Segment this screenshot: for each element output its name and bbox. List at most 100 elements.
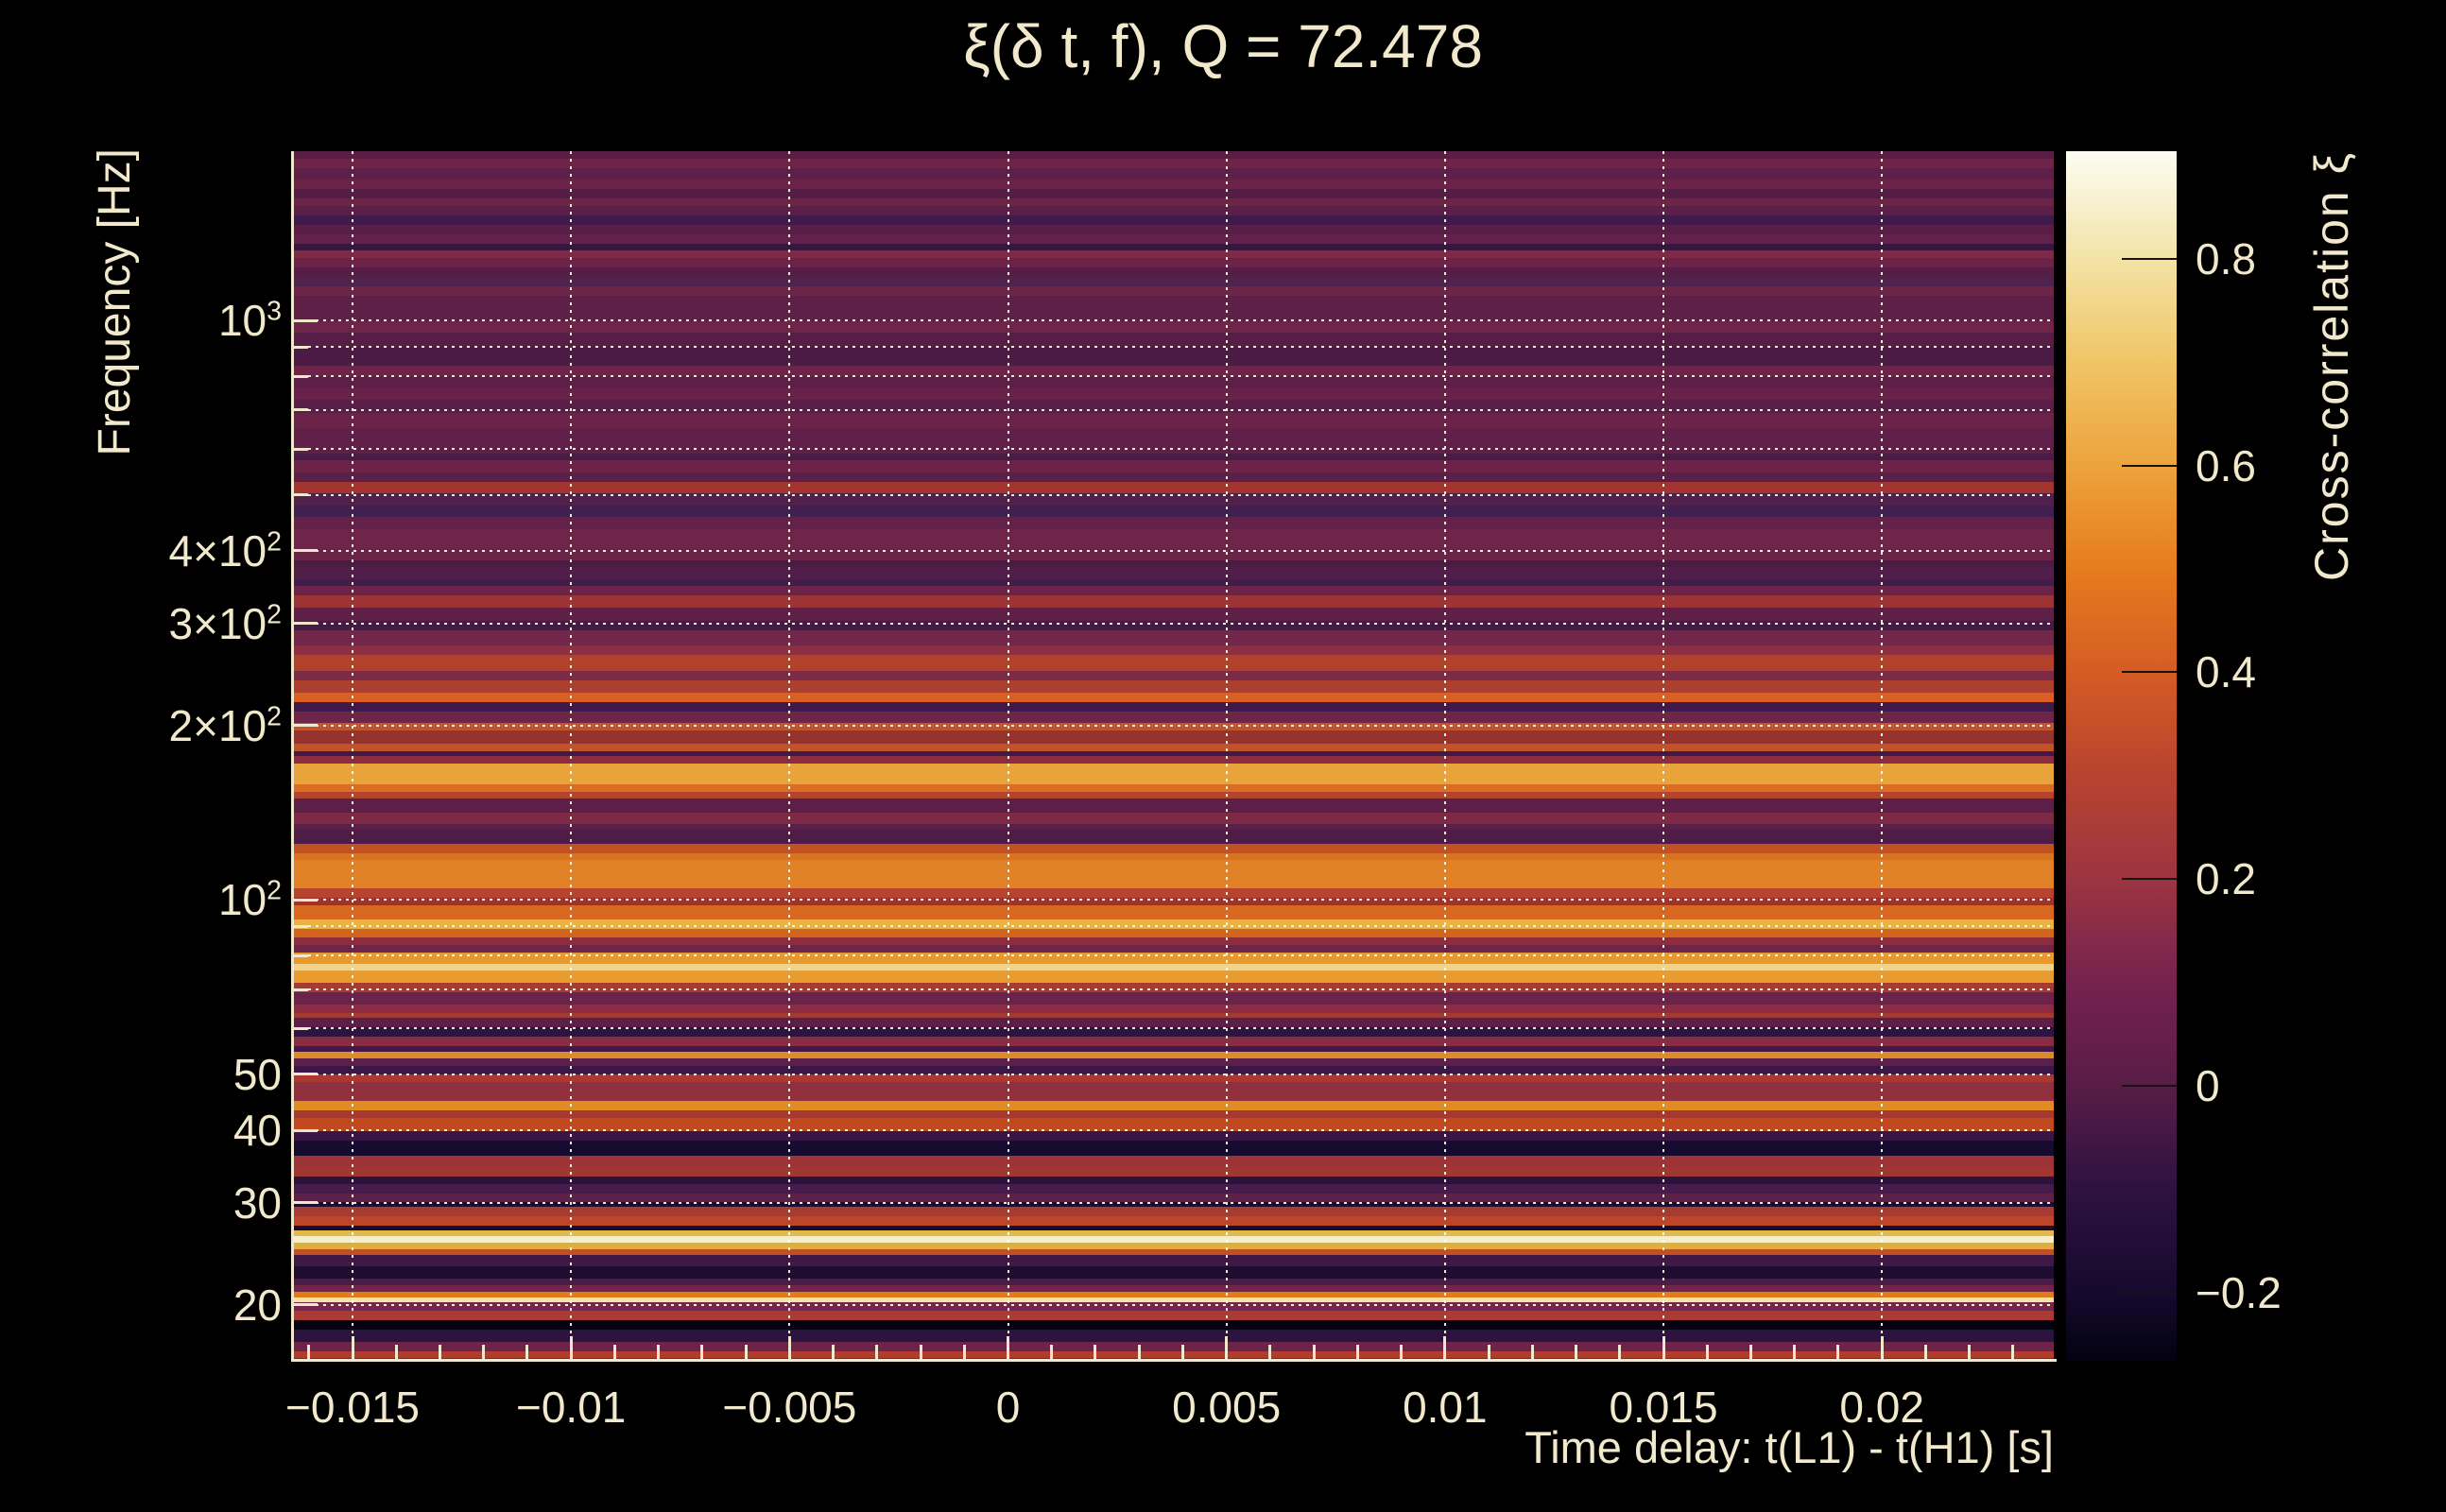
heatmap-band xyxy=(293,1302,2054,1311)
x-axis-title: Time delay: t(L1) - t(H1) [s] xyxy=(1524,1422,2054,1472)
x-minor-tick xyxy=(744,1345,748,1361)
y-minor-tick xyxy=(293,988,308,991)
heatmap-band xyxy=(293,1101,2054,1110)
h-gridline xyxy=(293,954,2054,957)
colorbar-title: Cross-correlation ξ xyxy=(2305,151,2358,581)
heatmap-band xyxy=(293,1266,2054,1279)
x-minor-tick xyxy=(612,1345,616,1361)
heatmap-band xyxy=(293,258,2054,267)
h-gridline xyxy=(293,1303,2054,1306)
y-major-tick xyxy=(293,1201,318,1205)
heatmap-band xyxy=(293,1027,2054,1037)
heatmap-band xyxy=(293,1342,2054,1351)
heatmap-band xyxy=(293,1279,2054,1285)
heatmap-band xyxy=(293,267,2054,277)
heatmap-band xyxy=(293,482,2054,493)
colorbar-tick xyxy=(2122,878,2177,881)
heatmap-plot xyxy=(293,151,2054,1361)
x-minor-tick xyxy=(1748,1345,1752,1361)
y-tick-label: 2×102 xyxy=(168,700,282,750)
x-minor-tick xyxy=(394,1345,398,1361)
heatmap-band xyxy=(293,244,2054,250)
y-tick-label: 102 xyxy=(217,875,282,925)
h-gridline xyxy=(293,1201,2054,1204)
heatmap-band xyxy=(293,234,2054,244)
v-gridline xyxy=(1662,151,1664,1361)
heatmap-band xyxy=(293,937,2054,945)
x-minor-tick xyxy=(832,1345,835,1361)
heatmap-band xyxy=(293,964,2054,971)
heatmap-band xyxy=(293,1236,2054,1243)
heatmap-band xyxy=(293,1311,2054,1320)
heatmap-band xyxy=(293,595,2054,608)
v-gridline xyxy=(1881,151,1884,1361)
heatmap-band xyxy=(293,784,2054,792)
colorbar-tick-label: 0.4 xyxy=(2196,647,2256,697)
heatmap-band xyxy=(293,447,2054,454)
heatmap-band xyxy=(293,198,2054,206)
heatmap-band xyxy=(293,189,2054,198)
x-minor-tick xyxy=(1355,1345,1359,1361)
heatmap-band xyxy=(293,860,2054,888)
y-minor-tick xyxy=(293,924,308,928)
h-gridline xyxy=(293,1073,2054,1075)
h-gridline xyxy=(293,493,2054,496)
heatmap-band xyxy=(293,992,2054,1005)
heatmap-band xyxy=(293,898,2054,905)
colorbar-tick-label: 0 xyxy=(2196,1060,2220,1110)
heatmap-band xyxy=(293,1330,2054,1342)
heatmap-band xyxy=(293,824,2054,830)
heatmap-band xyxy=(293,751,2054,756)
h-gridline xyxy=(293,724,2054,727)
heatmap-band xyxy=(293,1037,2054,1046)
heatmap-band xyxy=(293,1141,2054,1156)
x-major-tick xyxy=(1007,1336,1009,1361)
heatmap-band xyxy=(293,1167,2054,1177)
heatmap-band xyxy=(293,366,2054,376)
heatmap-band xyxy=(293,428,2054,447)
heatmap-band xyxy=(293,560,2054,567)
heatmap-band xyxy=(293,655,2054,671)
y-tick-label: 3×102 xyxy=(168,598,282,648)
y-tick-label: 4×102 xyxy=(168,525,282,576)
heatmap-band xyxy=(293,1207,2054,1216)
heatmap-band xyxy=(293,702,2054,712)
heatmap-band xyxy=(293,387,2054,400)
heatmap-band xyxy=(293,180,2054,189)
heatmap-band xyxy=(293,971,2054,983)
x-minor-tick xyxy=(1400,1345,1404,1361)
heatmap-band xyxy=(293,983,2054,992)
h-gridline xyxy=(293,408,2054,411)
heatmap-band xyxy=(293,744,2054,751)
x-minor-tick xyxy=(438,1345,441,1361)
h-gridline xyxy=(293,988,2054,991)
x-major-tick xyxy=(1662,1336,1665,1361)
heatmap-band xyxy=(293,168,2054,180)
y-major-tick xyxy=(293,318,318,322)
heatmap-band xyxy=(293,517,2054,529)
x-minor-tick xyxy=(1836,1345,1840,1361)
heatmap-band xyxy=(293,493,2054,506)
y-minor-tick xyxy=(293,1026,308,1030)
heatmap-band xyxy=(293,579,2054,586)
x-minor-tick xyxy=(525,1345,529,1361)
y-major-tick xyxy=(293,1303,318,1307)
heatmap-band xyxy=(293,1156,2054,1167)
colorbar xyxy=(2066,151,2177,1361)
heatmap-band xyxy=(293,1285,2054,1292)
heatmap-band xyxy=(293,844,2054,853)
heatmap-band xyxy=(293,1292,2054,1297)
x-minor-tick xyxy=(1487,1345,1490,1361)
y-tick-label: 30 xyxy=(233,1177,282,1228)
y-tick-label: 20 xyxy=(233,1280,282,1330)
x-tick-label: −0.005 xyxy=(722,1383,857,1432)
x-minor-tick xyxy=(307,1345,311,1361)
x-minor-tick xyxy=(1530,1345,1534,1361)
heatmap-band xyxy=(293,799,2054,813)
h-gridline xyxy=(293,622,2054,625)
y-minor-tick xyxy=(293,408,308,412)
heatmap-band xyxy=(293,1091,2054,1101)
heatmap-band xyxy=(293,159,2054,168)
h-gridline xyxy=(293,1027,2054,1030)
